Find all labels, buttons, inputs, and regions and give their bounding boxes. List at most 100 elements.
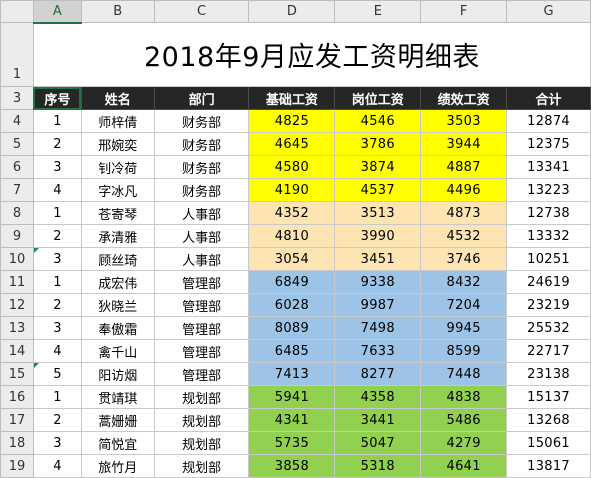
dept-cell[interactable]: 人事部 (153, 224, 250, 248)
row-header[interactable]: 6 (0, 155, 34, 179)
column-header-e[interactable]: E (334, 0, 422, 23)
dept-cell[interactable]: 规划部 (153, 454, 250, 478)
total-cell[interactable]: 13817 (506, 454, 591, 478)
post-salary-cell[interactable]: 4358 (334, 385, 422, 409)
seq-cell[interactable]: 2 (32, 293, 82, 317)
dept-cell[interactable]: 管理部 (153, 362, 250, 386)
name-cell[interactable]: 蒿姗姗 (80, 408, 155, 432)
dept-cell[interactable]: 管理部 (153, 316, 250, 340)
name-cell[interactable]: 旅竹月 (80, 454, 155, 478)
row-header[interactable]: 4 (0, 109, 34, 133)
row-header[interactable]: 12 (0, 293, 34, 317)
name-cell[interactable]: 承清雅 (80, 224, 155, 248)
name-cell[interactable]: 顾丝琦 (80, 247, 155, 271)
total-cell[interactable]: 13223 (506, 178, 591, 202)
header-cell-post-salary[interactable]: 岗位工资 (334, 86, 422, 110)
seq-cell[interactable]: 1 (32, 201, 82, 225)
base-salary-cell[interactable]: 6028 (248, 293, 336, 317)
column-header-d[interactable]: D (248, 0, 336, 23)
seq-cell[interactable]: 3 (32, 431, 82, 455)
base-salary-cell[interactable]: 4190 (248, 178, 336, 202)
total-cell[interactable]: 12738 (506, 201, 591, 225)
perf-salary-cell[interactable]: 4532 (420, 224, 508, 248)
base-salary-cell[interactable]: 8089 (248, 316, 336, 340)
row-header[interactable]: 8 (0, 201, 34, 225)
post-salary-cell[interactable]: 3990 (334, 224, 422, 248)
header-cell-perf-salary[interactable]: 绩效工资 (420, 86, 508, 110)
base-salary-cell[interactable]: 4810 (248, 224, 336, 248)
base-salary-cell[interactable]: 3858 (248, 454, 336, 478)
perf-salary-cell[interactable]: 4279 (420, 431, 508, 455)
row-header[interactable]: 3 (0, 86, 34, 110)
seq-cell[interactable]: 4 (32, 454, 82, 478)
dept-cell[interactable]: 管理部 (153, 339, 250, 363)
total-cell[interactable]: 12375 (506, 132, 591, 156)
sheet-title[interactable]: 2018年9月应发工资明细表 (32, 22, 591, 87)
seq-cell[interactable]: 4 (32, 178, 82, 202)
perf-salary-cell[interactable]: 4873 (420, 201, 508, 225)
name-cell[interactable]: 阳访烟 (80, 362, 155, 386)
base-salary-cell[interactable]: 4341 (248, 408, 336, 432)
name-cell[interactable]: 苍寄琴 (80, 201, 155, 225)
column-header-a[interactable]: A (32, 0, 82, 24)
seq-cell[interactable]: 3 (32, 247, 82, 271)
total-cell[interactable]: 15137 (506, 385, 591, 409)
total-cell[interactable]: 22717 (506, 339, 591, 363)
seq-cell[interactable]: 2 (32, 132, 82, 156)
select-all-corner[interactable] (0, 0, 34, 23)
base-salary-cell[interactable]: 7413 (248, 362, 336, 386)
row-header[interactable]: 11 (0, 270, 34, 294)
perf-salary-cell[interactable]: 8432 (420, 270, 508, 294)
total-cell[interactable]: 23138 (506, 362, 591, 386)
perf-salary-cell[interactable]: 9945 (420, 316, 508, 340)
dept-cell[interactable]: 人事部 (153, 247, 250, 271)
post-salary-cell[interactable]: 5047 (334, 431, 422, 455)
post-salary-cell[interactable]: 3441 (334, 408, 422, 432)
name-cell[interactable]: 钊冷荷 (80, 155, 155, 179)
dept-cell[interactable]: 管理部 (153, 293, 250, 317)
row-header[interactable]: 9 (0, 224, 34, 248)
total-cell[interactable]: 10251 (506, 247, 591, 271)
base-salary-cell[interactable]: 4825 (248, 109, 336, 133)
total-cell[interactable]: 12874 (506, 109, 591, 133)
dept-cell[interactable]: 人事部 (153, 201, 250, 225)
dept-cell[interactable]: 财务部 (153, 178, 250, 202)
base-salary-cell[interactable]: 5941 (248, 385, 336, 409)
seq-cell[interactable]: 2 (32, 408, 82, 432)
perf-salary-cell[interactable]: 7448 (420, 362, 508, 386)
name-cell[interactable]: 字冰凡 (80, 178, 155, 202)
base-salary-cell[interactable]: 6849 (248, 270, 336, 294)
seq-cell[interactable]: 2 (32, 224, 82, 248)
row-header[interactable]: 7 (0, 178, 34, 202)
dept-cell[interactable]: 规划部 (153, 408, 250, 432)
name-cell[interactable]: 狄晓兰 (80, 293, 155, 317)
seq-cell[interactable]: 3 (32, 316, 82, 340)
perf-salary-cell[interactable]: 3503 (420, 109, 508, 133)
post-salary-cell[interactable]: 4546 (334, 109, 422, 133)
total-cell[interactable]: 15061 (506, 431, 591, 455)
row-header[interactable]: 17 (0, 408, 34, 432)
row-header[interactable]: 19 (0, 454, 34, 478)
seq-cell[interactable]: 4 (32, 339, 82, 363)
name-cell[interactable]: 简悦宜 (80, 431, 155, 455)
perf-salary-cell[interactable]: 3746 (420, 247, 508, 271)
row-header[interactable]: 18 (0, 431, 34, 455)
perf-salary-cell[interactable]: 8599 (420, 339, 508, 363)
base-salary-cell[interactable]: 5735 (248, 431, 336, 455)
column-header-b[interactable]: B (80, 0, 155, 23)
name-cell[interactable]: 禽千山 (80, 339, 155, 363)
total-cell[interactable]: 13341 (506, 155, 591, 179)
header-cell-seq[interactable]: 序号 (32, 86, 82, 110)
row-header[interactable]: 14 (0, 339, 34, 363)
seq-cell[interactable]: 5 (32, 362, 82, 386)
name-cell[interactable]: 成宏伟 (80, 270, 155, 294)
perf-salary-cell[interactable]: 3944 (420, 132, 508, 156)
post-salary-cell[interactable]: 9338 (334, 270, 422, 294)
dept-cell[interactable]: 规划部 (153, 385, 250, 409)
column-header-g[interactable]: G (506, 0, 591, 23)
row-header[interactable]: 16 (0, 385, 34, 409)
dept-cell[interactable]: 财务部 (153, 109, 250, 133)
row-header[interactable]: 1 (0, 22, 34, 87)
seq-cell[interactable]: 1 (32, 109, 82, 133)
dept-cell[interactable]: 财务部 (153, 132, 250, 156)
